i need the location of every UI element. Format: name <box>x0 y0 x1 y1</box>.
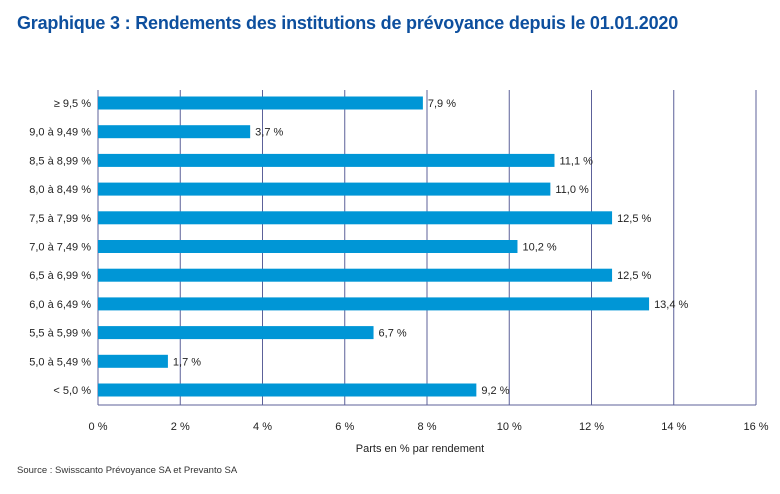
y-tick-label: 7,0 à 7,49 % <box>29 242 91 254</box>
y-tick-label: 7,5 à 7,99 % <box>29 213 91 225</box>
bar <box>98 153 555 167</box>
data-label: 11,1 % <box>559 155 593 167</box>
bar <box>98 240 518 253</box>
y-tick-label: 8,5 à 8,99 % <box>29 155 91 167</box>
data-label: 12,5 % <box>617 270 651 282</box>
data-label: 7,9 % <box>428 98 456 110</box>
bar <box>98 297 650 311</box>
y-tick-label: 6,0 à 6,49 % <box>29 299 91 311</box>
bar <box>98 383 477 397</box>
x-tick-label: 10 % <box>497 421 522 433</box>
y-tick-label: ≥ 9,5 % <box>54 98 91 110</box>
x-tick-label: 14 % <box>661 421 686 433</box>
data-label: 3,7 % <box>255 127 283 139</box>
x-tick-label: 16 % <box>743 421 768 433</box>
x-tick-label: 8 % <box>418 421 437 433</box>
data-label: 6,7 % <box>379 328 407 340</box>
data-label: 12,5 % <box>617 213 651 225</box>
bar <box>98 182 551 196</box>
bar <box>98 96 423 110</box>
x-axis-label: Parts en % par rendement <box>355 443 485 455</box>
y-tick-label: 5,5 à 5,99 % <box>29 328 91 340</box>
y-tick-label: 5,0 à 5,49 % <box>29 356 91 368</box>
data-label: 9,2 % <box>481 385 509 397</box>
x-tick-label: 4 % <box>253 421 272 433</box>
y-tick-label: 8,0 à 8,49 % <box>29 184 91 196</box>
x-tick-label: 6 % <box>335 421 354 433</box>
bar <box>98 354 168 368</box>
x-tick-label: 2 % <box>171 421 190 433</box>
data-label: 11,0 % <box>555 184 589 196</box>
y-tick-label: < 5,0 % <box>53 385 91 397</box>
y-tick-label: 6,5 à 6,99 % <box>29 270 91 282</box>
data-label: 13,4 % <box>654 299 688 311</box>
data-label: 10,2 % <box>522 242 556 254</box>
data-label: 1,7 % <box>173 356 201 368</box>
x-tick-label: 12 % <box>579 421 604 433</box>
bar <box>98 326 374 340</box>
bar <box>98 268 613 282</box>
bar <box>98 211 613 225</box>
y-tick-label: 9,0 à 9,49 % <box>29 127 91 139</box>
bar <box>98 125 251 139</box>
x-tick-label: 0 % <box>89 421 108 433</box>
source-note: Source : Swisscanto Prévoyance SA et Pre… <box>17 465 238 476</box>
chart-title: Graphique 3 : Rendements des institution… <box>17 13 679 33</box>
